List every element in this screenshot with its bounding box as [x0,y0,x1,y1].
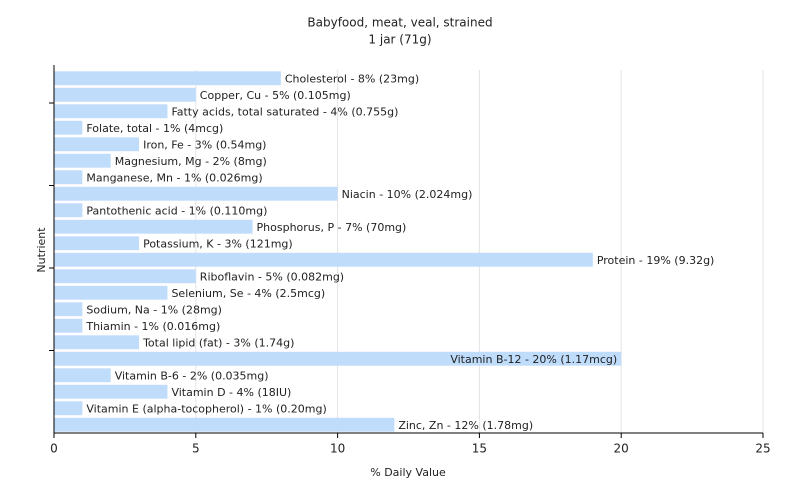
bar [54,417,395,432]
value-label: Potassium, K - 3% (121mg) [143,237,293,250]
value-label: Sodium, Na - 1% (28mg) [86,303,222,316]
bar [54,186,338,201]
value-label: Riboflavin - 5% (0.082mg) [200,270,344,283]
value-label: Selenium, Se - 4% (2.5mcg) [171,287,325,300]
bar [54,219,253,234]
bar [54,137,140,152]
value-label: Vitamin E (alpha-tocopherol) - 1% (0.20m… [86,402,326,415]
bar [54,71,281,86]
value-label: Fatty acids, total saturated - 4% (0.755… [171,105,398,118]
x-tick-label: 0 [50,442,58,456]
bar [54,87,196,102]
bar [54,269,196,284]
bar [54,401,83,416]
bar [54,120,83,135]
bar [54,285,168,300]
x-tick-label: 25 [755,442,770,456]
bar [54,236,140,251]
bar [54,104,168,119]
value-label: Thiamin - 1% (0.016mg) [85,320,220,333]
value-label: Protein - 19% (9.32g) [597,254,715,267]
value-label: Folate, total - 1% (4mcg) [86,122,223,135]
bar [54,351,622,366]
bar [54,252,593,267]
bar [54,153,111,168]
bar [54,384,168,399]
bar [54,302,83,317]
x-tick-label: 15 [472,442,487,456]
value-label: Cholesterol - 8% (23mg) [285,72,419,85]
bar [54,318,83,333]
value-label: Vitamin B-6 - 2% (0.035mg) [115,369,269,382]
x-tick-label: 5 [192,442,200,456]
value-label: Manganese, Mn - 1% (0.026mg) [86,171,262,184]
x-axis-label: % Daily Value [370,466,446,479]
chart-subtitle: 1 jar (71g) [368,33,431,47]
value-label: Vitamin D - 4% (18IU) [171,386,291,399]
bar [54,203,83,218]
y-axis-label: Nutrient [35,227,48,273]
x-tick-label: 20 [614,442,629,456]
value-label: Zinc, Zn - 12% (1.78mg) [398,419,533,432]
value-label: Iron, Fe - 3% (0.54mg) [143,138,266,151]
bar [54,170,83,185]
bar [54,335,140,350]
value-label: Vitamin B-12 - 20% (1.17mcg) [450,353,617,366]
bar [54,368,111,383]
x-tick-label: 10 [330,442,345,456]
value-label: Pantothenic acid - 1% (0.110mg) [86,204,267,217]
chart-title: Babyfood, meat, veal, strained [307,16,492,30]
value-label: Magnesium, Mg - 2% (8mg) [115,155,267,168]
value-label: Total lipid (fat) - 3% (1.74g) [142,336,294,349]
value-label: Phosphorus, P - 7% (70mg) [257,221,407,234]
value-label: Niacin - 10% (2.024mg) [342,188,473,201]
value-label: Copper, Cu - 5% (0.105mg) [200,89,351,102]
